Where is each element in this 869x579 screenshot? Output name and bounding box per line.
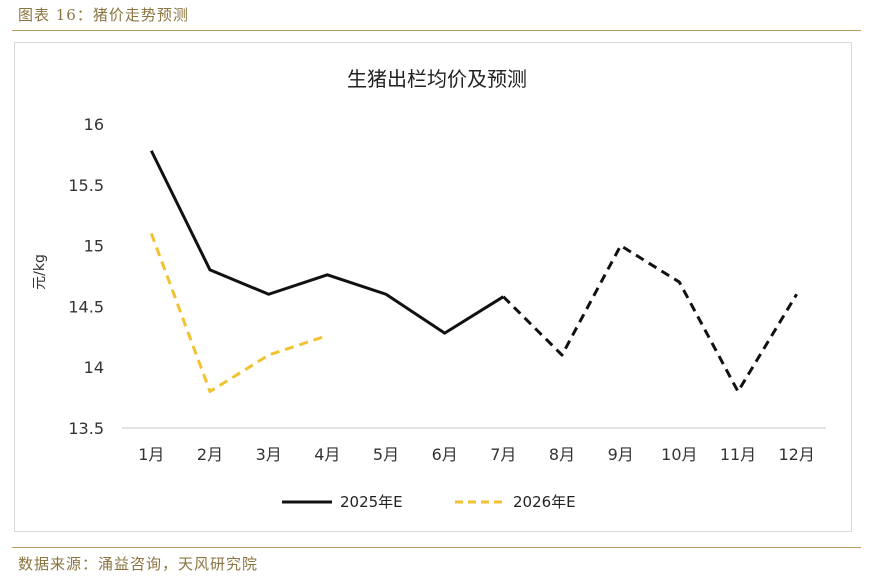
legend-label-2026: 2026年E: [513, 493, 576, 511]
caption-divider-bottom: [12, 547, 861, 548]
x-axis-ticks: 1月 2月 3月 4月 5月 6月 7月 8月 9月 10月 11月 12月: [138, 445, 815, 464]
y-tick-label: 15: [84, 237, 104, 256]
legend: 2025年E 2026年E: [282, 493, 576, 511]
figure-caption: 图表 16：猪价走势预测: [18, 6, 189, 24]
x-tick-label: 1月: [138, 445, 164, 464]
y-tick-label: 14.5: [68, 297, 104, 316]
y-tick-label: 15.5: [68, 176, 104, 195]
x-tick-label: 10月: [661, 445, 697, 464]
chart-title: 生猪出栏均价及预测: [347, 67, 527, 91]
series-2025-actual-line: [149, 150, 505, 335]
y-tick-label: 13.5: [68, 419, 104, 438]
x-tick-label: 2月: [197, 445, 223, 464]
y-tick-label: 16: [84, 115, 104, 134]
y-axis-ticks: 13.5 14 14.5 15 15.5 16: [68, 115, 104, 438]
chart-frame: [14, 42, 852, 532]
caption-divider-top: [12, 30, 861, 31]
legend-label-2025: 2025年E: [340, 493, 403, 511]
x-tick-label: 3月: [256, 445, 282, 464]
y-tick-label: 14: [84, 358, 104, 377]
series-2025-forecast-line: [502, 244, 798, 394]
x-tick-label: 7月: [490, 445, 516, 464]
series-layer: [149, 150, 798, 394]
x-tick-label: 9月: [608, 445, 634, 464]
series-2026-line: [149, 232, 328, 394]
x-tick-label: 12月: [778, 445, 814, 464]
x-tick-label: 6月: [432, 445, 458, 464]
x-tick-label: 11月: [720, 445, 756, 464]
y-axis-label: 元/kg: [32, 254, 48, 290]
x-tick-label: 5月: [373, 445, 399, 464]
figure-source: 数据来源：涌益咨询，天风研究院: [18, 555, 259, 573]
x-tick-label: 4月: [314, 445, 340, 464]
x-tick-label: 8月: [549, 445, 575, 464]
